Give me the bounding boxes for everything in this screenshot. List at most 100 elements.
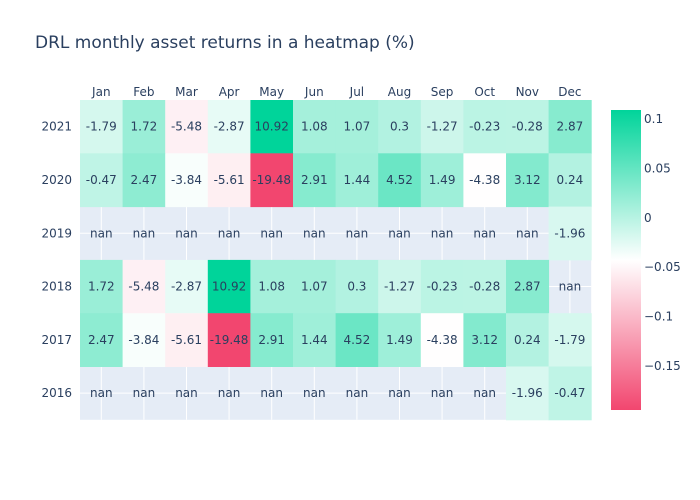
- cell-value-label: -1.27: [427, 120, 458, 134]
- heatmap-cell: [506, 366, 550, 421]
- cell-value-label: 1.07: [344, 120, 371, 134]
- y-tick-label: 2018: [41, 280, 72, 294]
- cell-value-label: 0.24: [514, 333, 541, 347]
- cell-value-label: 10.92: [212, 280, 246, 294]
- heatmap-cell: [463, 153, 507, 208]
- x-tick-label: Feb: [133, 85, 154, 99]
- cell-value-label: -0.47: [554, 386, 585, 400]
- cell-value-label: -2.87: [214, 120, 245, 134]
- heatmap-cell: [165, 100, 209, 154]
- cell-value-label: -5.61: [214, 173, 245, 187]
- heatmap-cell: [80, 259, 124, 314]
- cell-value-label: 1.07: [301, 280, 328, 294]
- cell-value-label: nan: [133, 226, 156, 240]
- cell-value-label: -5.48: [128, 280, 159, 294]
- heatmap-cell: [378, 313, 422, 367]
- x-tick-label: Mar: [175, 85, 198, 99]
- colorbar: 0.1 0.05 0 −0.05 −0.1 −0.15: [611, 110, 681, 410]
- colorbar-tick-label: −0.1: [644, 309, 673, 323]
- cell-value-label: nan: [559, 280, 582, 294]
- heatmap-cell: [548, 206, 592, 261]
- cell-value-label: -1.96: [554, 226, 585, 240]
- x-tick-label: Nov: [516, 85, 539, 99]
- cell-value-label: -0.23: [469, 120, 500, 134]
- heatmap-cells: [80, 100, 592, 421]
- heatmap-cell: [80, 100, 124, 154]
- cell-value-label: 2.47: [131, 173, 158, 187]
- heatmap-cell: [420, 313, 464, 367]
- heatmap-cell: [506, 153, 550, 208]
- x-axis-month-labels: Jan Feb Mar Apr May Jun Jul Aug Sep Oct Nov Dec: [91, 85, 581, 99]
- heatmap-cell: [548, 313, 592, 367]
- heatmap-cell: [420, 153, 464, 208]
- heatmap-cell: [165, 313, 209, 367]
- heatmap-cell: [80, 153, 124, 208]
- cell-value-label: -0.47: [86, 173, 117, 187]
- cell-value-label: nan: [260, 386, 283, 400]
- cell-value-label: -0.28: [512, 120, 543, 134]
- colorbar-tick-label: −0.15: [644, 359, 681, 373]
- x-tick-label: Jun: [304, 85, 324, 99]
- cell-value-label: nan: [218, 386, 241, 400]
- x-tick-label: Dec: [558, 85, 581, 99]
- colorbar-tick-label: 0.05: [644, 161, 671, 175]
- heatmap-cell: [378, 153, 422, 208]
- heatmap-cell: [506, 100, 550, 154]
- cell-value-label: 1.72: [88, 280, 115, 294]
- colorbar-tick-label: 0.1: [644, 112, 663, 126]
- heatmap-cell: [335, 100, 379, 154]
- heatmap-cell: [122, 259, 166, 314]
- heatmap-cell: [122, 313, 166, 367]
- heatmap-cell: [506, 313, 550, 367]
- heatmap-cell: [250, 259, 294, 314]
- heatmap-cell: [293, 313, 337, 367]
- colorbar-ticks: 0.1 0.05 0 −0.05 −0.1 −0.15: [644, 112, 681, 373]
- cell-value-label: nan: [516, 226, 539, 240]
- x-tick-label: Apr: [219, 85, 240, 99]
- heatmap-cell: [463, 100, 507, 154]
- y-axis-year-labels: 2021 2020 2019 2018 2017 2016: [41, 120, 72, 401]
- x-tick-label: May: [259, 85, 284, 99]
- heatmap-cell: [335, 153, 379, 208]
- cell-value-label: 0.3: [390, 120, 409, 134]
- heatmap-cell: [165, 259, 209, 314]
- y-tick-label: 2016: [41, 386, 72, 400]
- cell-value-label: 0.3: [347, 280, 366, 294]
- cell-value-label: nan: [175, 386, 198, 400]
- heatmap-cell: [506, 259, 550, 314]
- colorbar-tick-label: −0.05: [644, 260, 681, 274]
- cell-value-label: 3.12: [471, 333, 498, 347]
- cell-value-label: 1.44: [301, 333, 328, 347]
- cell-value-label: 2.91: [301, 173, 328, 187]
- cell-value-label: 2.87: [514, 280, 541, 294]
- x-tick-label: Jul: [349, 85, 364, 99]
- heatmap-cell: [80, 313, 124, 367]
- heatmap-cell: [293, 259, 337, 314]
- cell-value-label: nan: [90, 386, 113, 400]
- cell-value-label: nan: [473, 386, 496, 400]
- cell-value-label: 3.12: [514, 173, 541, 187]
- cell-value-label: -2.87: [171, 280, 202, 294]
- heatmap-cell: [463, 313, 507, 367]
- cell-value-label: -19.48: [252, 173, 291, 187]
- x-tick-label: Sep: [431, 85, 454, 99]
- heatmap-cell: [420, 100, 464, 154]
- cell-value-label: -4.38: [469, 173, 500, 187]
- heatmap-cell: [207, 100, 251, 154]
- cell-value-label: -3.84: [128, 333, 159, 347]
- heatmap-cell: [293, 100, 337, 154]
- heatmap-cell: [378, 100, 422, 154]
- heatmap-cell: [165, 153, 209, 208]
- heatmap-cell: [207, 259, 251, 314]
- heatmap-cell: [250, 313, 294, 367]
- x-tick-label: Aug: [388, 85, 411, 99]
- cell-value-label: nan: [260, 226, 283, 240]
- cell-value-label: -4.38: [427, 333, 458, 347]
- cell-value-label: nan: [175, 226, 198, 240]
- cell-value-labels: -1.79 1.72 -5.48 -2.87 10.92 1.08 1.07 0.3 -1.27…: [86, 120, 586, 401]
- cell-value-label: -0.28: [469, 280, 500, 294]
- cell-value-label: nan: [431, 386, 454, 400]
- cell-value-label: -5.61: [171, 333, 202, 347]
- y-tick-label: 2021: [41, 120, 72, 134]
